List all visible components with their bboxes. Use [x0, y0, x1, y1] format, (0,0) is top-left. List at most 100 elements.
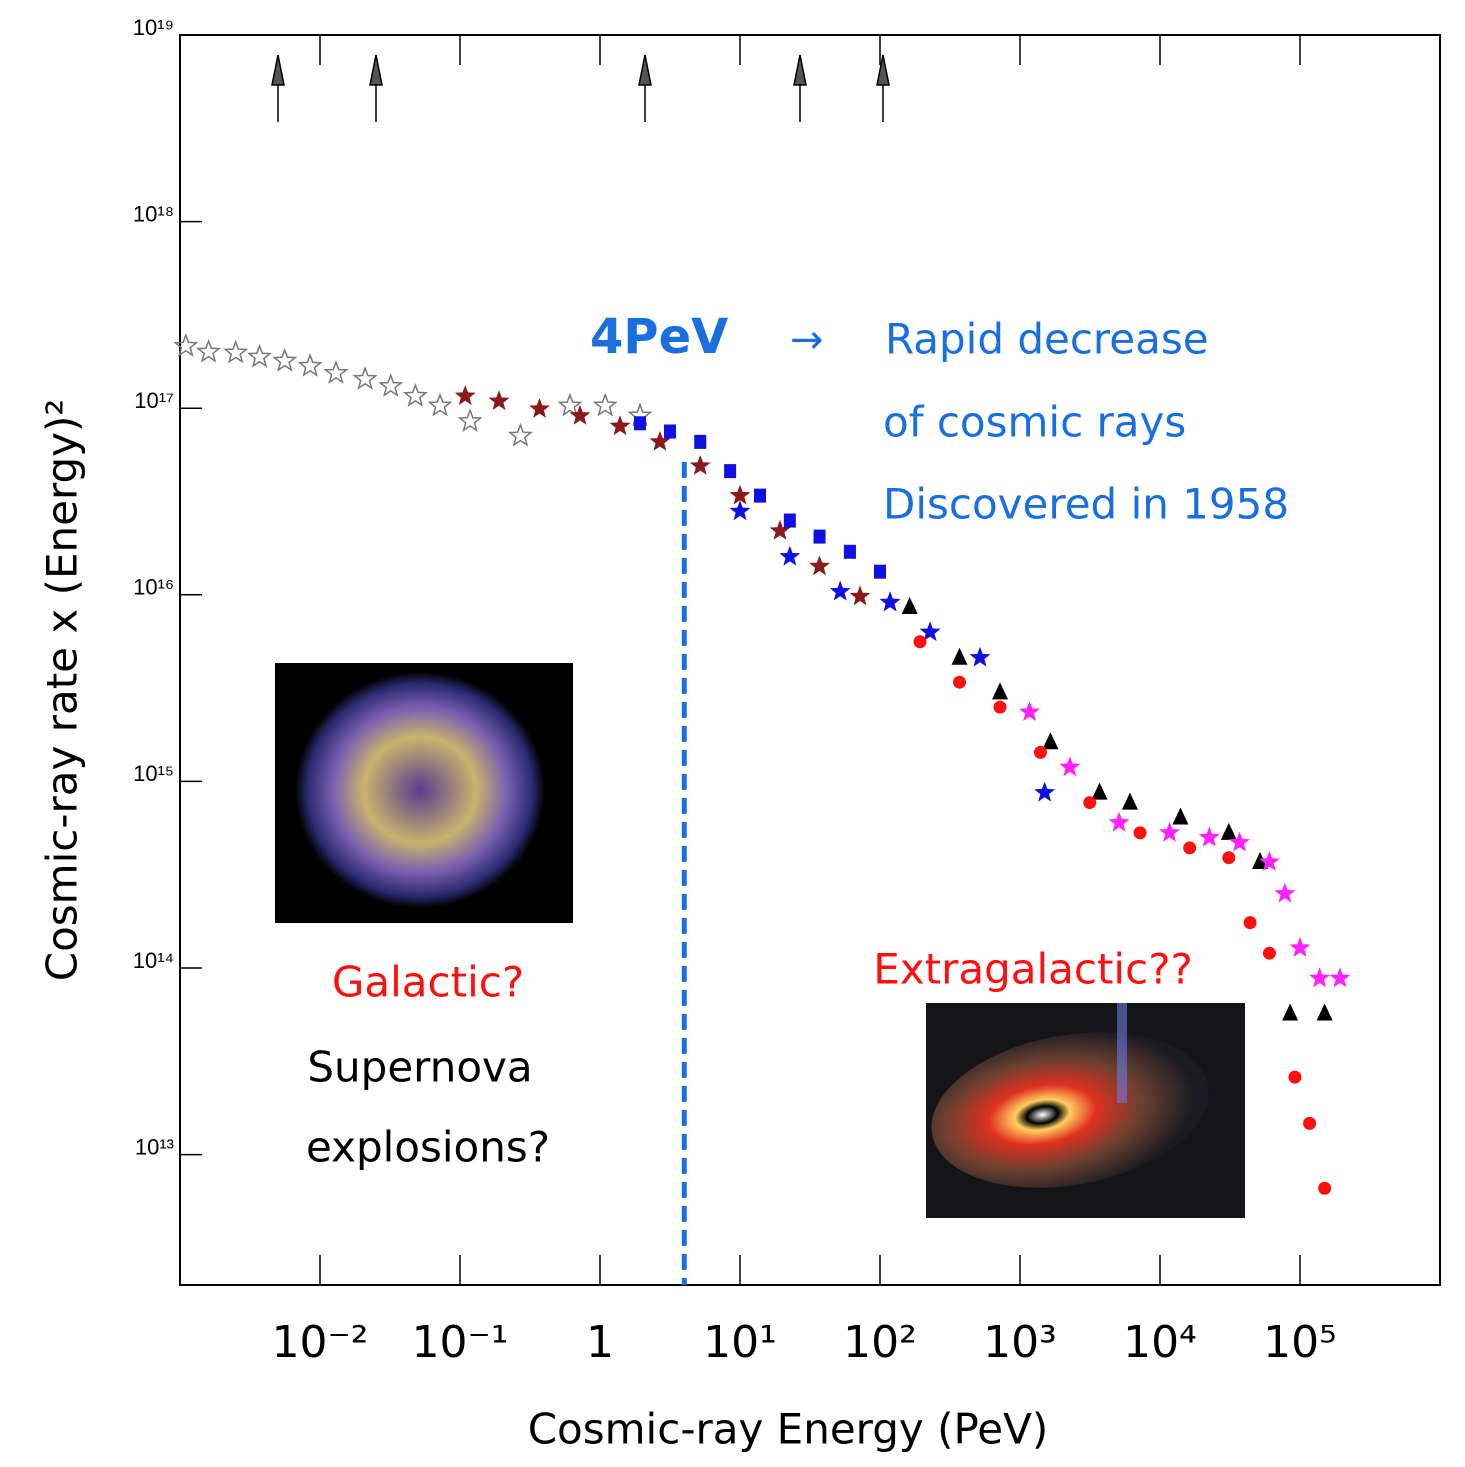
star-point [378, 373, 404, 397]
star-point [1329, 967, 1351, 988]
star-point [1198, 826, 1220, 847]
triangle-point [951, 647, 968, 665]
circle-point [1303, 1116, 1317, 1130]
star-point [1108, 811, 1130, 832]
triangle-point [901, 597, 918, 615]
annotation: of cosmic rays [883, 398, 1186, 447]
top-arrows [271, 54, 890, 122]
circle-point [1243, 916, 1257, 930]
x-tick-label: 10³ [983, 1317, 1057, 1368]
star-point [1274, 882, 1296, 903]
star-point [402, 383, 428, 407]
star-point [729, 484, 751, 505]
triangle-point [1121, 792, 1138, 810]
star-point [1259, 851, 1280, 871]
square-point [694, 434, 707, 449]
y-tick-label: 10¹⁷ [134, 388, 174, 413]
star-point [457, 408, 483, 433]
circle-point [913, 635, 927, 649]
supernova-image [275, 663, 573, 923]
annotation: explosions? [306, 1123, 550, 1172]
star-point [1289, 937, 1311, 957]
y-tick-label: 10¹³ [135, 1134, 174, 1159]
star-point [592, 392, 618, 417]
star-point [849, 585, 871, 606]
plot-frame [179, 34, 1441, 1286]
y-axis-label: Cosmic-ray rate x (Energy)² [38, 399, 87, 981]
circle-point [993, 700, 1007, 714]
triangle-point [1172, 807, 1189, 825]
x-axis-label: Cosmic-ray Energy (PeV) [528, 1405, 1049, 1454]
star-point [649, 430, 671, 451]
star-point [427, 392, 453, 417]
circle-point [1318, 1181, 1332, 1195]
star-point [247, 343, 273, 368]
circle-point [1083, 796, 1097, 810]
star-point [779, 545, 801, 566]
star-point [969, 646, 991, 667]
star-point [529, 398, 550, 418]
y-tick-label: 10¹⁹ [133, 15, 174, 40]
star-point [323, 360, 349, 384]
star-point [297, 352, 323, 377]
square-point [813, 529, 826, 544]
star-point [1019, 701, 1040, 721]
x-tick-label: 1 [586, 1317, 614, 1368]
x-tick-label: 10² [843, 1317, 917, 1368]
triangle-point [1282, 1003, 1299, 1021]
annotation: Discovered in 1958 [883, 480, 1289, 529]
star-point [1059, 756, 1081, 777]
circle-point [1033, 745, 1047, 759]
star-point [1309, 967, 1330, 988]
star-point [809, 555, 830, 576]
x-tick-label: 10⁵ [1263, 1317, 1337, 1368]
square-point [874, 564, 886, 579]
triangle-point [1316, 1003, 1333, 1021]
star-point [1159, 821, 1180, 842]
annotation: Supernova [307, 1043, 532, 1092]
star-point [829, 580, 851, 601]
annotation: Rapid decrease [885, 315, 1209, 364]
circle-point [953, 675, 967, 689]
y-tick-label: 10¹⁴ [133, 948, 174, 973]
star-point [454, 385, 476, 406]
square-point [633, 416, 646, 431]
triangle-point [1220, 822, 1237, 840]
star-point [1229, 831, 1250, 852]
triangle-point [992, 682, 1009, 700]
circle-point [1133, 826, 1147, 840]
y-tick-label: 10¹⁶ [133, 575, 174, 600]
star-point [196, 338, 222, 363]
circle-point [1222, 851, 1236, 865]
star-point [557, 392, 583, 417]
star-point [1034, 781, 1056, 802]
star-point [488, 390, 510, 411]
star-point [352, 366, 378, 390]
x-tick-label: 10⁴ [1123, 1317, 1197, 1368]
star-point [919, 621, 941, 642]
square-point [663, 424, 676, 439]
square-point [783, 513, 796, 528]
star-point [609, 415, 631, 436]
star-point [769, 519, 791, 540]
square-point [843, 544, 856, 559]
star-point [729, 500, 751, 521]
star-point [272, 347, 298, 372]
x-tick-label: 10¹ [703, 1317, 777, 1368]
star-point [173, 333, 199, 357]
star-point [223, 339, 249, 364]
square-point [724, 464, 737, 479]
circle-point [1288, 1070, 1302, 1084]
star-point [689, 455, 711, 475]
star-point [879, 591, 901, 612]
y-tick-label: 10¹⁵ [133, 761, 174, 786]
annotation: Extragalactic?? [873, 945, 1193, 994]
circle-point [1262, 946, 1276, 960]
square-point [754, 488, 767, 503]
arrow: → [790, 317, 824, 363]
x-tick-label: 10⁻¹ [412, 1317, 509, 1368]
star-point [507, 422, 533, 447]
circle-point [1183, 841, 1197, 855]
